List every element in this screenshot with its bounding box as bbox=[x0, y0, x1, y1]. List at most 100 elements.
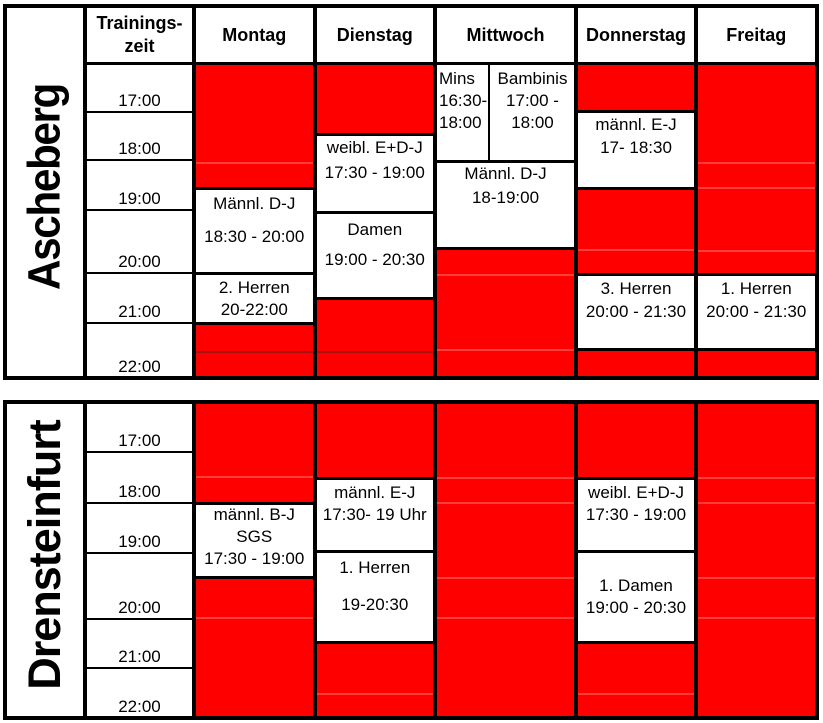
session-line: 20:00 - 21:30 bbox=[585, 302, 687, 321]
grid-line bbox=[696, 348, 817, 351]
slot-separator bbox=[696, 502, 817, 504]
session-line: 17:30 - 19:00 bbox=[204, 549, 305, 568]
day-label: Donnerstag bbox=[585, 24, 686, 45]
session-line: SGS bbox=[236, 527, 273, 546]
grid-line bbox=[83, 402, 87, 718]
session-cell: Männl. D-J 18:30 - 20:00 bbox=[194, 188, 315, 273]
slot-separator bbox=[576, 693, 696, 695]
session-line: 1. Herren bbox=[720, 279, 792, 298]
time-label: 21:00 bbox=[118, 647, 161, 666]
blocked-slot bbox=[435, 248, 576, 378]
grid-line bbox=[192, 402, 196, 718]
grid-line bbox=[574, 402, 578, 718]
session-line: 19:00 - 20:30 bbox=[585, 597, 687, 617]
session-line: 17:30- 19 Uhr bbox=[322, 504, 427, 524]
session-line: 17:30 - 19:00 bbox=[324, 163, 425, 182]
slot-separator bbox=[696, 576, 817, 579]
blocked-slot bbox=[194, 63, 315, 188]
session-cell: weibl. E+D-J 17:30 - 19:00 bbox=[314, 134, 435, 212]
session-line: 18:00 bbox=[439, 113, 482, 132]
blocked-slot bbox=[576, 642, 696, 718]
session-line: Männl. D-J bbox=[213, 194, 296, 213]
session-cell: 1. Herren 20:00 - 21:30 bbox=[696, 274, 817, 350]
grid-line bbox=[576, 549, 696, 553]
time-label: 22:00 bbox=[118, 356, 161, 376]
slot-separator bbox=[314, 351, 435, 353]
header-freitag: Freitag bbox=[696, 6, 817, 64]
session-cell: 3. Herren 20:00 - 21:30 bbox=[576, 274, 696, 350]
slot-separator bbox=[194, 351, 315, 353]
blocked-slot bbox=[576, 63, 696, 111]
grid-line bbox=[574, 6, 578, 378]
grid-line bbox=[194, 501, 315, 505]
session-line: 3. Herren bbox=[600, 279, 672, 298]
blocked-slot bbox=[696, 63, 817, 275]
slot-separator bbox=[576, 248, 696, 251]
session-line: Bambinis bbox=[497, 69, 568, 88]
blocked-slot bbox=[576, 402, 696, 479]
session-line: 18:00 bbox=[511, 113, 554, 132]
session-line: 20:00 - 21:30 bbox=[706, 302, 807, 321]
session-cell: Mins 16:30- 18:00 bbox=[435, 63, 489, 161]
time-label: 18:00 bbox=[118, 482, 161, 501]
grid-line bbox=[696, 273, 817, 276]
header-line: zeit bbox=[124, 36, 155, 56]
session-cell: 2. Herren 20-22:00 bbox=[194, 273, 315, 324]
grid-line bbox=[314, 132, 435, 136]
session-line: Damen bbox=[347, 220, 403, 239]
slot-separator bbox=[194, 162, 315, 164]
grid-line bbox=[576, 477, 696, 480]
grid-line bbox=[85, 618, 194, 620]
time-label: 20:00 bbox=[118, 598, 161, 617]
time-cell: 17:00 bbox=[85, 402, 194, 452]
blocked-slot bbox=[435, 402, 576, 718]
grid-line bbox=[488, 63, 490, 161]
grid-line bbox=[85, 159, 194, 161]
slot-separator bbox=[435, 502, 576, 504]
session-line: männl. E-J bbox=[334, 482, 416, 502]
session-line: 18:30 - 20:00 bbox=[204, 227, 305, 246]
grid-line bbox=[85, 552, 194, 554]
grid-line bbox=[83, 6, 87, 378]
session-cell: männl. E-J 17:30- 19 Uhr bbox=[314, 478, 435, 551]
session-cell: weibl. E+D-J 17:30 - 19:00 bbox=[576, 478, 696, 551]
time-cell: 19:00 bbox=[85, 160, 194, 210]
slot-separator bbox=[696, 249, 817, 252]
grid-line bbox=[85, 451, 194, 453]
grid-line bbox=[312, 402, 317, 718]
time-label: 21:00 bbox=[118, 302, 161, 321]
grid-line bbox=[576, 186, 696, 190]
grid-line bbox=[85, 502, 194, 504]
grid-line bbox=[194, 271, 315, 275]
session-line: 19:00 - 20:30 bbox=[324, 250, 425, 269]
session-cell: Männl. D-J 18-19:00 bbox=[435, 161, 576, 248]
session-line: 17:00 - bbox=[506, 91, 559, 110]
slot-separator bbox=[194, 617, 315, 619]
header-montag: Montag bbox=[194, 6, 315, 64]
session-cell: männl. E-J 17- 18:30 bbox=[576, 111, 696, 188]
grid-line bbox=[85, 209, 194, 211]
slot-separator bbox=[696, 187, 817, 189]
blocked-slot bbox=[314, 642, 435, 718]
slot-separator bbox=[435, 576, 576, 579]
session-line: 17:30 - 19:00 bbox=[585, 504, 687, 524]
grid-line bbox=[85, 322, 194, 324]
header-line: Trainings- bbox=[96, 13, 183, 33]
blocked-slot bbox=[576, 349, 696, 378]
time-label: 18:00 bbox=[118, 139, 161, 158]
grid-line bbox=[314, 549, 435, 553]
time-label: 19:00 bbox=[118, 532, 161, 551]
time-cell: 19:00 bbox=[85, 503, 194, 553]
day-label: Montag bbox=[222, 24, 287, 45]
header-mittwoch: Mittwoch bbox=[435, 6, 576, 64]
grid-line bbox=[435, 246, 576, 250]
venue-cell-ascheberg: Ascheberg bbox=[5, 6, 85, 378]
session-line: Mins bbox=[439, 69, 475, 88]
grid-line bbox=[314, 210, 435, 214]
time-cell: 20:00 bbox=[85, 553, 194, 619]
session-line: 17- 18:30 bbox=[600, 137, 672, 157]
time-cell: 20:00 bbox=[85, 210, 194, 273]
time-label: 17:00 bbox=[118, 91, 161, 110]
table-border bbox=[3, 399, 819, 720]
